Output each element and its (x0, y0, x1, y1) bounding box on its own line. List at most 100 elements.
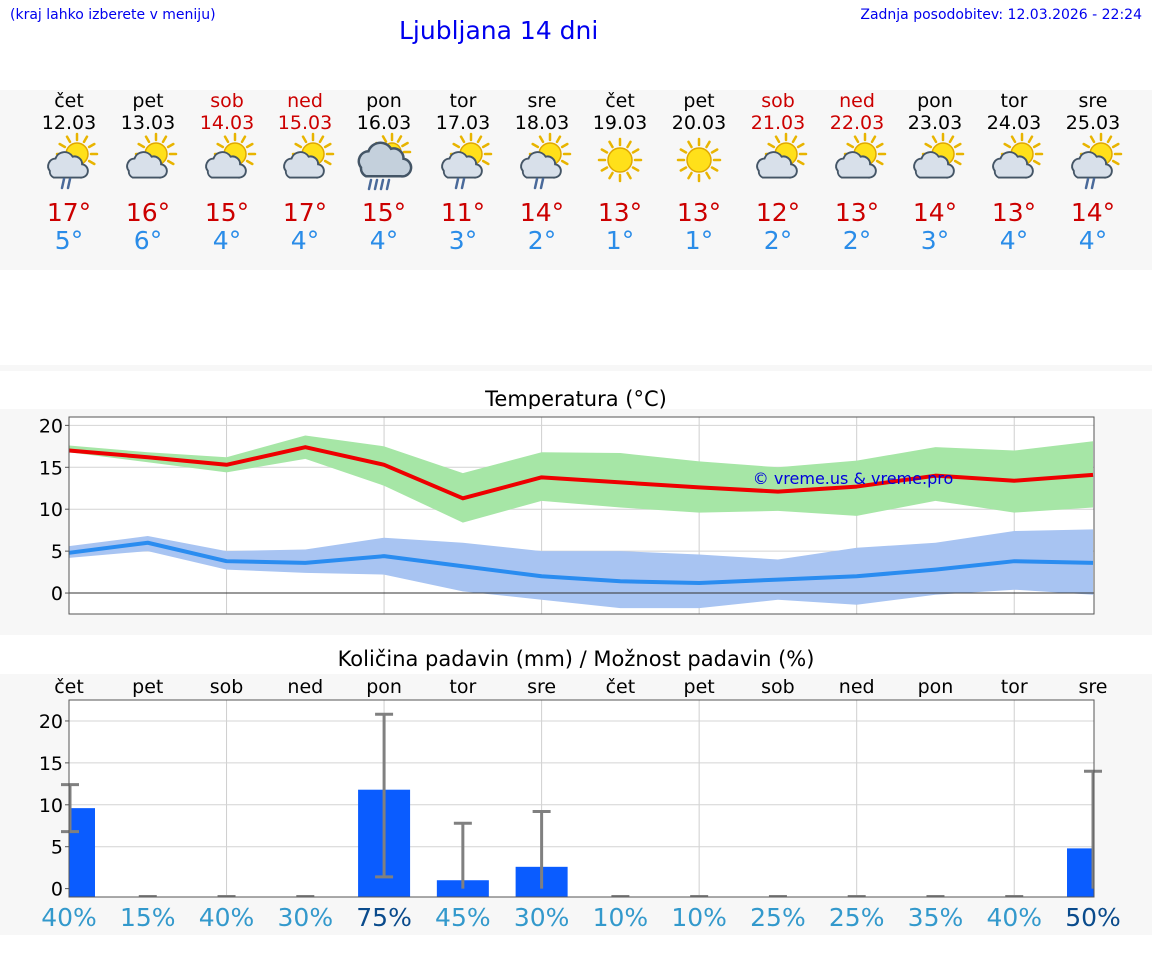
min-temperature: 2° (527, 226, 557, 255)
day-date: 13.03 (120, 112, 176, 134)
max-temperature: 14° (912, 198, 958, 227)
x-category-label: sre (1079, 676, 1108, 698)
day-date: 15.03 (277, 112, 333, 134)
day-date: 21.03 (750, 112, 806, 134)
plot-frame (68, 416, 1095, 615)
day-name: sob (210, 90, 244, 112)
precipitation-probability: 45% (435, 903, 491, 932)
precipitation-bar (69, 808, 95, 897)
partly-cloudy-sun-icon (913, 132, 965, 179)
y-tick-label: 0 (51, 583, 63, 605)
day-name: tor (1000, 90, 1028, 112)
y-tick-label: 15 (39, 753, 63, 775)
day-name: sre (1078, 90, 1108, 112)
precipitation-probability: 30% (514, 903, 570, 932)
x-category-label: čet (606, 676, 636, 698)
max-temperature: 13° (597, 198, 643, 227)
x-category-label: tor (1001, 676, 1028, 698)
min-temperature: 3° (448, 226, 478, 255)
day-date: 20.03 (671, 112, 727, 134)
max-temperature: 17° (282, 198, 328, 227)
x-category-label: sob (210, 676, 244, 698)
precipitation-chart: 20 15 10 5 0 čet pet sob ned pon tor sre čet pet sob ne… (0, 674, 1152, 935)
y-tick-label: 0 (51, 879, 63, 901)
daily-forecast-strip: čet 12.03 17° 5° pet 13.03 16° 6° sob 14.03 15° 4° n… (0, 90, 1152, 270)
day-date: 25.03 (1065, 112, 1121, 134)
max-temperature: 13° (991, 198, 1037, 227)
day-date: 24.03 (986, 112, 1042, 134)
plot-area (69, 700, 1094, 897)
precipitation-chart-title: Količina padavin (mm) / Možnost padavin … (337, 647, 815, 671)
y-tick-label: 10 (39, 499, 63, 521)
day-date: 12.03 (41, 112, 97, 134)
partly-cloudy-sun-rain-icon (47, 132, 99, 190)
precipitation-probability: 50% (1065, 903, 1121, 932)
day-name: ned (287, 90, 323, 112)
day-name: tor (449, 90, 477, 112)
max-temperature: 12° (755, 198, 801, 227)
precipitation-probability: 75% (356, 903, 412, 932)
precipitation-bar (1067, 848, 1094, 897)
x-category-label: sre (527, 676, 556, 698)
day-date: 23.03 (907, 112, 963, 134)
x-category-label: pon (918, 676, 954, 698)
max-temperature-line (68, 445, 1094, 501)
day-date: 19.03 (592, 112, 648, 134)
x-category-label: pon (366, 676, 402, 698)
min-temperature: 4° (999, 226, 1029, 255)
day-date: 14.03 (199, 112, 255, 134)
day-name: ned (839, 90, 875, 112)
max-temperature: 15° (361, 198, 407, 227)
max-temperature: 13° (834, 198, 880, 227)
min-temperature: 4° (369, 226, 399, 255)
partly-cloudy-sun-icon (835, 132, 887, 179)
precipitation-probability: 40% (41, 903, 97, 932)
partly-cloudy-sun-rain-icon (1071, 132, 1123, 190)
day-name: pet (683, 90, 715, 112)
max-temperature: 13° (676, 198, 722, 227)
temperature-chart-title: Temperatura (°C) (485, 387, 667, 411)
min-temperature: 4° (212, 226, 242, 255)
partly-cloudy-sun-icon (126, 132, 178, 179)
precipitation-probability: 35% (908, 903, 964, 932)
x-category-label: sob (761, 676, 795, 698)
min-temperature: 2° (763, 226, 793, 255)
sun-icon (597, 137, 643, 183)
partly-cloudy-sun-icon (205, 132, 257, 179)
precipitation-probability: 25% (750, 903, 806, 932)
y-tick-label: 5 (51, 837, 63, 859)
location-hint: (kraj lahko izberete v meniju) (10, 7, 216, 23)
x-category-label: pet (132, 676, 163, 698)
min-temperature: 1° (605, 226, 635, 255)
x-category-label: tor (449, 676, 476, 698)
partly-cloudy-sun-icon (992, 132, 1044, 179)
plot-frame (68, 699, 1095, 898)
y-tick-label: 5 (51, 541, 63, 563)
day-name: pet (132, 90, 164, 112)
day-name: pon (917, 90, 953, 112)
x-category-label: čet (54, 676, 84, 698)
min-temperature-range-band (69, 529, 1094, 609)
day-name: pon (366, 90, 402, 112)
y-tick-label: 20 (39, 415, 63, 437)
day-name: čet (54, 90, 84, 112)
day-date: 18.03 (514, 112, 570, 134)
max-temperature: 17° (46, 198, 92, 227)
max-temperature: 11° (440, 198, 486, 227)
day-date: 16.03 (356, 112, 412, 134)
precipitation-probability: 30% (278, 903, 334, 932)
partly-cloudy-sun-icon (283, 132, 335, 179)
partly-cloudy-sun-rain-icon (520, 132, 572, 190)
min-temperature-line (68, 540, 1094, 585)
last-updated: Zadnja posodobitev: 12.03.2026 - 22:24 (860, 7, 1142, 23)
day-date: 17.03 (435, 112, 491, 134)
precipitation-probability: 15% (120, 903, 176, 932)
x-category-label: pet (684, 676, 715, 698)
y-tick-label: 20 (39, 711, 63, 733)
max-temperature: 14° (1070, 198, 1116, 227)
x-category-label: ned (839, 676, 875, 698)
day-date: 22.03 (829, 112, 885, 134)
temperature-chart: 20 15 10 5 0 © vreme.us & vreme.pro (0, 409, 1152, 635)
min-temperature: 4° (1078, 226, 1108, 255)
partly-cloudy-sun-icon (756, 132, 808, 179)
